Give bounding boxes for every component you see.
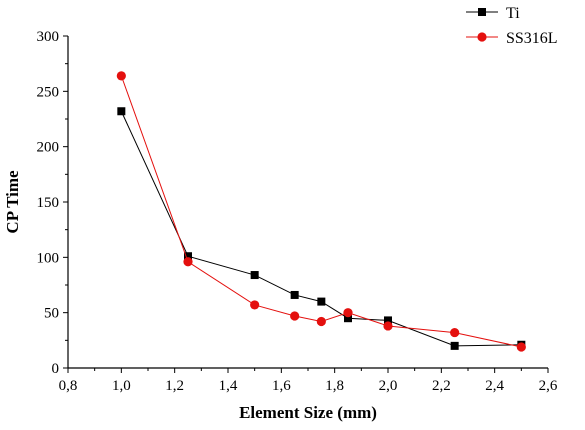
legend-marker-ti	[478, 8, 486, 16]
axes	[67, 36, 548, 369]
data-point-ti	[117, 107, 126, 116]
legend: Ti SS316L	[466, 5, 558, 47]
y-tick-label: 100	[37, 250, 60, 266]
y-axis-ticks: 0 50 100 150 200 250 300	[37, 29, 68, 377]
x-tick-label: 1,6	[272, 378, 291, 394]
x-tick-label: 0,8	[59, 378, 78, 394]
data-point-ti	[450, 341, 459, 350]
y-tick-label: 250	[37, 84, 60, 100]
data-point-ss316l	[183, 257, 193, 267]
series-layer	[116, 71, 526, 352]
data-point-ss316l	[383, 321, 393, 331]
data-point-ti	[250, 271, 259, 280]
x-tick-label: 1,2	[165, 378, 184, 394]
x-axis-title: Element Size (mm)	[239, 403, 377, 422]
data-point-ti	[290, 290, 299, 299]
x-tick-label: 1,8	[325, 378, 344, 394]
data-point-ti	[384, 316, 392, 325]
series-ss316l	[116, 71, 526, 352]
legend-label-ss316l: SS316L	[506, 30, 558, 47]
x-tick-label: 2,0	[379, 378, 398, 394]
x-tick-label: 1,4	[219, 378, 238, 394]
legend-marker-ss316l	[477, 32, 487, 42]
data-point-ss316l	[450, 327, 460, 338]
y-tick-label: 50	[44, 306, 59, 322]
y-tick-label: 0	[52, 361, 60, 377]
legend-item-ss316l: SS316L	[466, 30, 558, 47]
y-tick-label: 200	[37, 140, 60, 156]
data-point-ss316l	[290, 311, 300, 321]
data-point-ss316l	[316, 316, 326, 327]
series-line-ss316l	[120, 75, 522, 348]
data-point-ti	[317, 297, 326, 306]
x-tick-label: 2,4	[485, 378, 504, 394]
data-point-ss316l	[250, 300, 260, 310]
y-axis-title: CP Time	[3, 170, 22, 234]
data-point-ss316l	[343, 308, 353, 318]
x-axis-ticks: 0,8 1,0 1,2 1,4 1,6 1,8 2,0 2,2 2,4 2,6	[59, 368, 558, 394]
data-point-ss316l	[116, 71, 126, 81]
data-point-ti	[184, 252, 192, 261]
x-tick-label: 1,0	[112, 378, 131, 394]
x-tick-label: 2,6	[539, 378, 558, 394]
y-tick-label: 150	[37, 195, 60, 211]
x-tick-label: 2,2	[432, 378, 451, 394]
series-line-ti	[120, 111, 522, 347]
series-ti	[117, 107, 526, 350]
legend-item-ti: Ti	[466, 5, 520, 22]
data-point-ss316l	[516, 342, 526, 352]
y-tick-label: 300	[37, 29, 60, 45]
data-point-ti	[344, 314, 352, 323]
legend-label-ti: Ti	[506, 5, 520, 22]
